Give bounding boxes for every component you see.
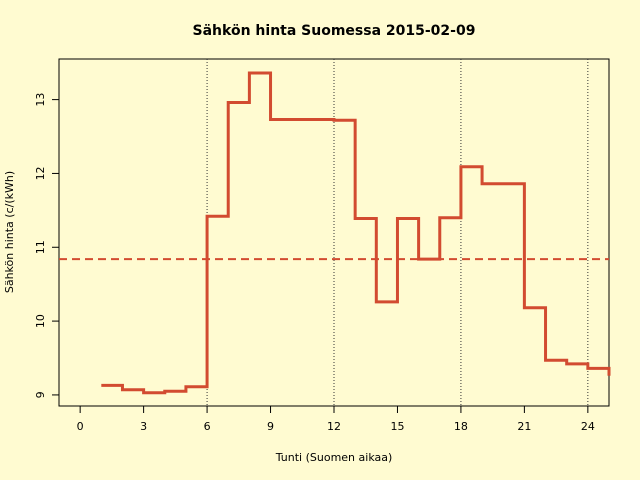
- y-axis: 9 10 11 12 13: [34, 93, 59, 398]
- x-tick-label-7: 21: [517, 420, 531, 433]
- x-tick-label-5: 15: [390, 420, 404, 433]
- reference-lines: [206, 59, 589, 406]
- x-tick-label-6: 18: [454, 420, 468, 433]
- x-tick-label-3: 9: [267, 420, 274, 433]
- x-tick-label-8: 24: [581, 420, 595, 433]
- x-tick-label-4: 12: [327, 420, 341, 433]
- price-step-line: [101, 71, 611, 395]
- y-tick-label-2: 11: [34, 240, 47, 254]
- x-tick-label-1: 3: [140, 420, 147, 433]
- y-tick-label-4: 13: [34, 93, 47, 107]
- y-tick-label-1: 10: [34, 314, 47, 328]
- x-tick-label-2: 6: [204, 420, 211, 433]
- y-tick-label-3: 12: [34, 166, 47, 180]
- y-axis-label: Sähkön hinta (c/(kWh): [3, 171, 16, 293]
- x-axis-label: Tunti (Suomen aikaa): [275, 451, 393, 464]
- y-tick-label-0: 9: [34, 391, 47, 398]
- x-axis: 0 3 6 9 12 15 18 21 24: [77, 406, 595, 433]
- plot-area: [58, 58, 611, 407]
- chart-title: Sähkön hinta Suomessa 2015-02-09: [193, 23, 476, 39]
- x-tick-label-0: 0: [77, 420, 84, 433]
